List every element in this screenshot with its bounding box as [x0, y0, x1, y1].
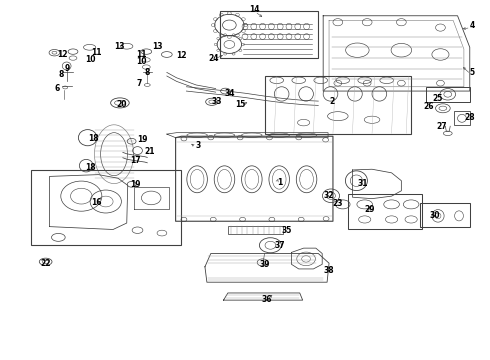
Text: 19: 19 [130, 180, 141, 189]
Text: 26: 26 [423, 102, 434, 111]
Text: 20: 20 [117, 100, 127, 109]
Text: 35: 35 [282, 226, 292, 235]
Text: 27: 27 [436, 122, 447, 131]
Text: 8: 8 [58, 71, 64, 80]
Text: 19: 19 [138, 135, 148, 144]
Text: 2: 2 [329, 97, 334, 106]
Text: 25: 25 [433, 94, 443, 103]
Text: 8: 8 [145, 68, 150, 77]
Text: 32: 32 [324, 191, 334, 200]
Text: 15: 15 [235, 100, 245, 109]
Text: 17: 17 [130, 156, 141, 165]
Text: 14: 14 [249, 5, 260, 14]
Text: 29: 29 [365, 205, 375, 214]
Text: 28: 28 [465, 113, 475, 122]
Text: 3: 3 [195, 141, 200, 150]
Text: 23: 23 [333, 199, 343, 208]
Text: 18: 18 [85, 163, 96, 172]
Text: 11: 11 [137, 50, 147, 59]
Text: 5: 5 [469, 68, 475, 77]
Text: 39: 39 [260, 260, 270, 269]
Text: 31: 31 [358, 179, 368, 188]
Text: 37: 37 [274, 241, 285, 250]
Text: 12: 12 [176, 51, 187, 60]
Text: 9: 9 [64, 64, 70, 73]
Text: 16: 16 [91, 198, 101, 207]
Text: 13: 13 [114, 42, 124, 51]
Text: 13: 13 [152, 42, 163, 51]
Text: 30: 30 [429, 211, 440, 220]
Text: 24: 24 [208, 54, 219, 63]
Text: 4: 4 [469, 21, 475, 30]
Text: 34: 34 [224, 89, 235, 98]
Text: 12: 12 [57, 50, 68, 59]
Text: 6: 6 [54, 84, 60, 93]
Text: 10: 10 [85, 55, 95, 64]
Text: 18: 18 [88, 134, 98, 143]
Text: 11: 11 [91, 48, 101, 57]
Text: 36: 36 [262, 294, 272, 303]
Text: 33: 33 [211, 97, 222, 106]
Text: 21: 21 [145, 147, 155, 156]
Text: 7: 7 [137, 79, 142, 88]
Text: 22: 22 [40, 259, 51, 268]
Text: 10: 10 [137, 57, 147, 66]
Text: 38: 38 [323, 266, 334, 275]
Text: 1: 1 [277, 178, 282, 187]
